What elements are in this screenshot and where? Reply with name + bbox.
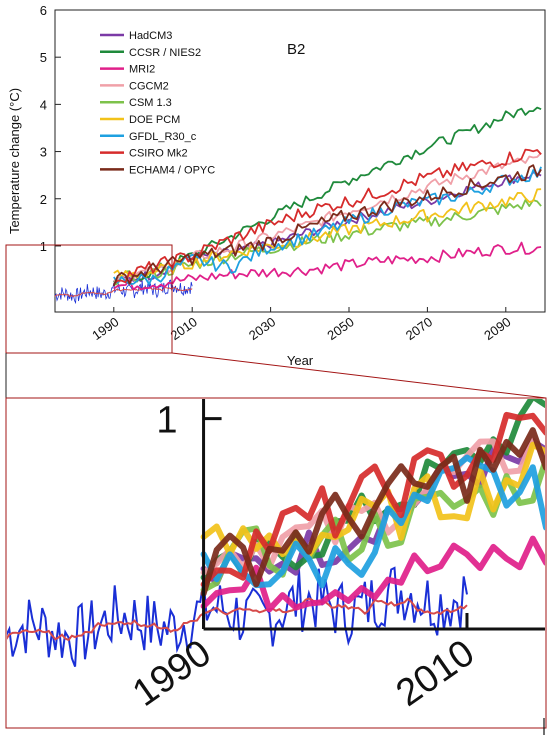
chart-legend: HadCM3 CCSR / NIES2 MRI2 CGCM2 CSM 1.3 DOE PC… [100, 30, 215, 176]
main-y-tick-label: 3 [40, 145, 47, 160]
main-x-tick-label: 2030 [246, 314, 278, 343]
main-series-line-csm-1-3 [113, 199, 542, 286]
y-axis-label: Temperature change (°C) [7, 88, 22, 234]
main-series-line-doe-pcm [113, 188, 542, 279]
main-plot-frame [54, 9, 546, 313]
main-observed-smooth-line [54, 286, 193, 298]
main-series-line-csiro-mk2 [113, 148, 542, 285]
zoom-y-tick-label: 1 [156, 400, 177, 442]
zoom-series-line-csiro-mk2 [200, 411, 545, 588]
legend-entry: CCSR / NIES2 [129, 47, 201, 59]
main-model-series [112, 106, 542, 291]
legend-entry: CSIRO Mk2 [129, 148, 188, 160]
legend-entry: GFDL_R30_c [129, 131, 197, 143]
main-x-tick-label: 2070 [403, 314, 435, 343]
zoom-observed-raw-line [7, 566, 468, 667]
main-y-tick-label: 4 [40, 97, 47, 112]
zoom-series-line-mri2 [200, 535, 545, 613]
main-x-tick-label: 1990 [89, 314, 121, 343]
main-series-line-echam4-opyc [112, 164, 542, 287]
main-y-ticks: 1 2 3 4 5 6 [40, 3, 61, 254]
zoom-series-line-gfdl-r30-c [200, 454, 545, 589]
legend-entry: DOE PCM [129, 114, 180, 126]
main-x-tick-label: 2050 [324, 314, 356, 343]
main-y-tick-label: 1 [40, 239, 47, 254]
zoom-observed-record [7, 566, 468, 667]
zoom-observed-smooth-line [7, 597, 468, 642]
legend-entry: CSM 1.3 [129, 97, 172, 109]
scenario-annotation: B2 [287, 41, 305, 58]
legend-entry: HadCM3 [129, 30, 172, 42]
legend-entry: CGCM2 [129, 80, 169, 92]
zoom-selection-box [5, 244, 173, 354]
main-y-tick-label: 2 [40, 192, 47, 207]
zoom-connector-right [171, 352, 547, 399]
main-x-tick-label: 2090 [481, 314, 513, 343]
main-series-line-mri2 [113, 241, 542, 291]
main-y-tick-label: 5 [40, 50, 47, 65]
main-series-line-gfdl-r30-c [113, 166, 542, 286]
legend-entry: MRI2 [129, 64, 155, 76]
zoom-model-series [200, 399, 545, 613]
legend-entry: ECHAM4 / OPYC [129, 164, 215, 176]
main-y-tick-label: 6 [40, 3, 47, 18]
zoom-series-line-echam4-opyc [200, 427, 545, 597]
x-axis-label: Year [287, 353, 314, 368]
